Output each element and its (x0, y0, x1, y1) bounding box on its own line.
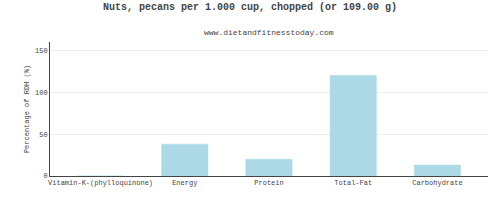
svg-text:Energy: Energy (172, 179, 197, 187)
svg-text:Vitamin-K-(phylloquinone): Vitamin-K-(phylloquinone) (48, 179, 153, 187)
svg-text:150: 150 (35, 47, 48, 55)
svg-text:50: 50 (39, 131, 47, 139)
svg-text:Percentage of RDH (%): Percentage of RDH (%) (23, 65, 31, 153)
svg-text:Total-Fat: Total-Fat (334, 179, 372, 187)
svg-text:100: 100 (35, 89, 48, 97)
svg-text:www.dietandfitnesstoday.com: www.dietandfitnesstoday.com (204, 28, 334, 37)
svg-text:0: 0 (43, 172, 47, 180)
svg-text:Protein: Protein (254, 179, 283, 187)
svg-text:Carbohydrate: Carbohydrate (412, 179, 462, 187)
svg-text:Nuts, pecans per 1.000 cup, ch: Nuts, pecans per 1.000 cup, chopped (or … (103, 2, 397, 13)
